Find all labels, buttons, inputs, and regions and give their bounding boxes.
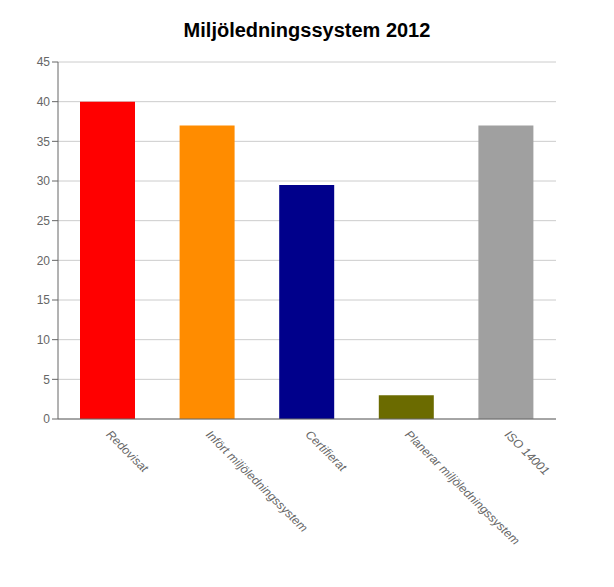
svg-text:Planerar miljöledningssystem: Planerar miljöledningssystem (402, 427, 522, 547)
svg-text:25: 25 (37, 214, 51, 228)
svg-text:45: 45 (37, 55, 51, 69)
svg-text:Certifierat: Certifierat (303, 427, 350, 474)
svg-text:5: 5 (43, 373, 50, 387)
svg-text:15: 15 (37, 293, 51, 307)
svg-text:10: 10 (37, 333, 51, 347)
svg-text:Redovisat: Redovisat (103, 427, 151, 475)
svg-text:40: 40 (37, 95, 51, 109)
svg-text:35: 35 (37, 135, 51, 149)
svg-text:20: 20 (37, 254, 51, 268)
svg-text:ISO 14001: ISO 14001 (502, 427, 552, 477)
svg-text:Infört miljöledningssystem: Infört miljöledningssystem (203, 427, 311, 535)
html-text:Miljöledningssystem 2012: Miljöledningssystem 2012 (183, 19, 431, 41)
svg-text:30: 30 (37, 174, 51, 188)
svg-text:0: 0 (43, 412, 50, 426)
